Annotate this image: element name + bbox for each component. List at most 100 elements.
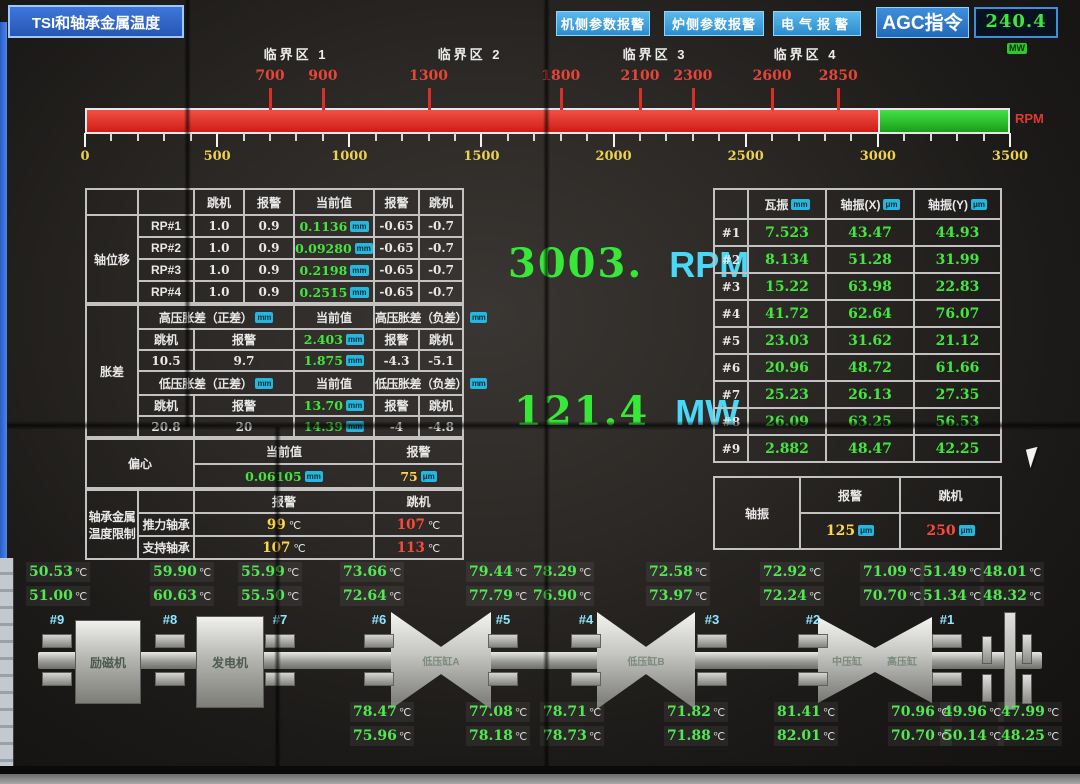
unit-badge: mm [470, 311, 488, 323]
coupling [1022, 674, 1032, 704]
hp-expansion-header-row: 胀差 高压胀差（正差） mm 当前值 高压胀差（负差） mm [85, 304, 488, 438]
critical-speed-tick [771, 88, 775, 110]
bearing-pad [155, 634, 185, 648]
unit-badge: mm [470, 377, 488, 389]
scale-tick-label: 500 [203, 149, 231, 164]
electrical-alarm-button[interactable]: 电气报警 [773, 11, 861, 36]
vibration-row: #7 25.23 26.13 27.35 [713, 380, 1002, 409]
unit-badge: mm [345, 421, 365, 432]
agc-setpoint-value: 240.4 MW [974, 7, 1058, 54]
scale-tick [401, 133, 404, 141]
scale-tick-label: 2000 [595, 149, 632, 164]
power-readout: 121.4 MW [514, 388, 739, 435]
scale-tick [850, 133, 853, 141]
unit-badge: mm [350, 264, 369, 276]
coupling [1022, 634, 1032, 664]
scale-tick [295, 133, 298, 141]
agc-command-button[interactable]: AGC指令 [876, 7, 969, 38]
critical-zone-label: 临界区 1 [263, 47, 329, 62]
rpm-readout: 3003. RPM [508, 240, 749, 287]
bearing-pad [697, 634, 727, 648]
scale-tick [612, 133, 615, 147]
exciter-block: 励磁机 [75, 620, 141, 704]
bearing-pad [265, 672, 295, 686]
vibration-row: #4 41.72 62.64 76.07 [713, 299, 1002, 328]
scale-tick [374, 133, 377, 141]
critical-speed-tick [427, 88, 431, 110]
shaft-vib-value-row: 125 μm 250 μm [714, 512, 1002, 550]
scale-tick [691, 133, 694, 141]
eccentricity-value-row: 0.06105 mm 75 μm [86, 463, 465, 489]
bearing-number-label: #8 [162, 612, 178, 627]
scale-tick-label: 3500 [991, 149, 1029, 164]
bearing-pad [155, 672, 185, 686]
scale-tick [189, 133, 192, 141]
unit-badge: mm [345, 334, 365, 345]
unit-badge: mm [345, 400, 365, 411]
bearings-layer: #9 #8 #7 #6 #5 #4 [0, 612, 1080, 712]
critical-speed-value: 900 [308, 68, 338, 84]
machine-side-alarm-button[interactable]: 机侧参数报警 [556, 11, 650, 36]
scale-tick-label: 3000 [859, 149, 896, 164]
hp-expansion-label-row: 跳机 报警 2.403 mm 报警 跳机 [86, 328, 464, 351]
bearing-temps-top: 50.53 ℃ 51.00 ℃ 59.90 ℃ 60.63 ℃ 55.99 ℃ 55.50… [0, 562, 1080, 612]
thrust-bearing-row: 推力轴承 99 ℃ 107 ℃ [86, 512, 465, 537]
support-bearing-row: 支持轴承 107 ℃ 113 ℃ [86, 535, 465, 560]
temp-readout: 51.49 ℃ 51.34 ℃ [920, 562, 985, 610]
scale-tick-label: 1000 [331, 149, 368, 164]
unit-badge: μm [858, 525, 875, 536]
scale-tick [771, 133, 774, 141]
scale-tick [506, 133, 509, 141]
scale-tick [110, 133, 113, 141]
temp-readout: 72.58 ℃ 73.97 ℃ [646, 562, 711, 610]
hp-expansion-value-row: 10.5 9.7 1.875 mm -4.3 -5.1 [86, 349, 464, 372]
critical-speed-value: 2850 [818, 68, 858, 84]
temp-readout: 71.82 ℃ 71.88 ℃ [664, 702, 729, 750]
bearing-pad [932, 634, 962, 648]
scale-tick-label: 1500 [463, 149, 500, 164]
scale-tick [586, 133, 589, 141]
scale-tick [321, 133, 324, 141]
critical-speed-value: 1800 [541, 68, 581, 84]
bearing-limit-header-row: 轴承金属 温度限制 报警 跳机 [85, 489, 465, 560]
critical-speed-value: 2100 [620, 68, 660, 84]
vibration-row: #8 26.09 63.25 56.53 [713, 407, 1002, 436]
bearing: #9 [39, 612, 75, 686]
temp-readout: 78.47 ℃ 75.96 ℃ [350, 702, 415, 750]
bearing-number-label: #9 [49, 612, 65, 627]
shaft-vib-header-row: 轴振 报警 跳机 [713, 476, 1002, 550]
eccentricity-table: 偏心 当前值 报警 0.06105 mm 75 μm [84, 438, 465, 489]
bearing-pad [697, 672, 727, 686]
bearing: #3 [694, 612, 730, 686]
temp-readout: 81.41 ℃ 82.01 ℃ [774, 702, 839, 750]
rpm-scale-bar-green [877, 108, 1010, 134]
scale-tick [1009, 133, 1011, 147]
temp-readout: 47.99 ℃ 48.25 ℃ [998, 702, 1063, 750]
mouse-cursor[interactable] [1025, 446, 1043, 469]
lp-expansion-header-row: 低压胀差（正差） mm 当前值 低压胀差（负差） mm [86, 370, 488, 396]
unit-badge: μm [420, 470, 437, 482]
critical-speed-value: 2600 [752, 68, 792, 84]
critical-zone-label: 临界区 3 [622, 47, 688, 62]
scale-tick [876, 133, 879, 147]
coupling [982, 674, 992, 702]
bearing: #1 [929, 612, 965, 686]
scale-tick [216, 133, 219, 147]
scale-tick-label: 0 [80, 149, 90, 164]
shaft-vibration-limits-table: 轴振 报警 跳机 125 μm 250 μm [713, 476, 1002, 550]
bearing-pad [571, 672, 601, 686]
temp-readout: 78.29 ℃ 76.90 ℃ [530, 562, 595, 610]
boiler-side-alarm-button[interactable]: 炉侧参数报警 [664, 11, 764, 36]
unit-badge: μm [970, 198, 987, 210]
displacement-row: 轴位移 RP#1 1.0 0.9 0.1136 mm -0.65 -0.7 [85, 214, 464, 304]
unit-badge: mm [345, 355, 365, 366]
bearing-number-label: #1 [939, 612, 955, 627]
bearing: #6 [361, 612, 397, 686]
bearing-pad [932, 672, 962, 686]
vibration-row: #5 23.03 31.62 21.12 [713, 326, 1002, 355]
scale-tick [639, 133, 641, 141]
temp-readout: 72.92 ℃ 72.24 ℃ [760, 562, 825, 610]
scale-tick [269, 133, 271, 141]
bearing-pad [265, 634, 295, 648]
vibration-row: #1 7.523 43.47 44.93 [713, 218, 1002, 247]
